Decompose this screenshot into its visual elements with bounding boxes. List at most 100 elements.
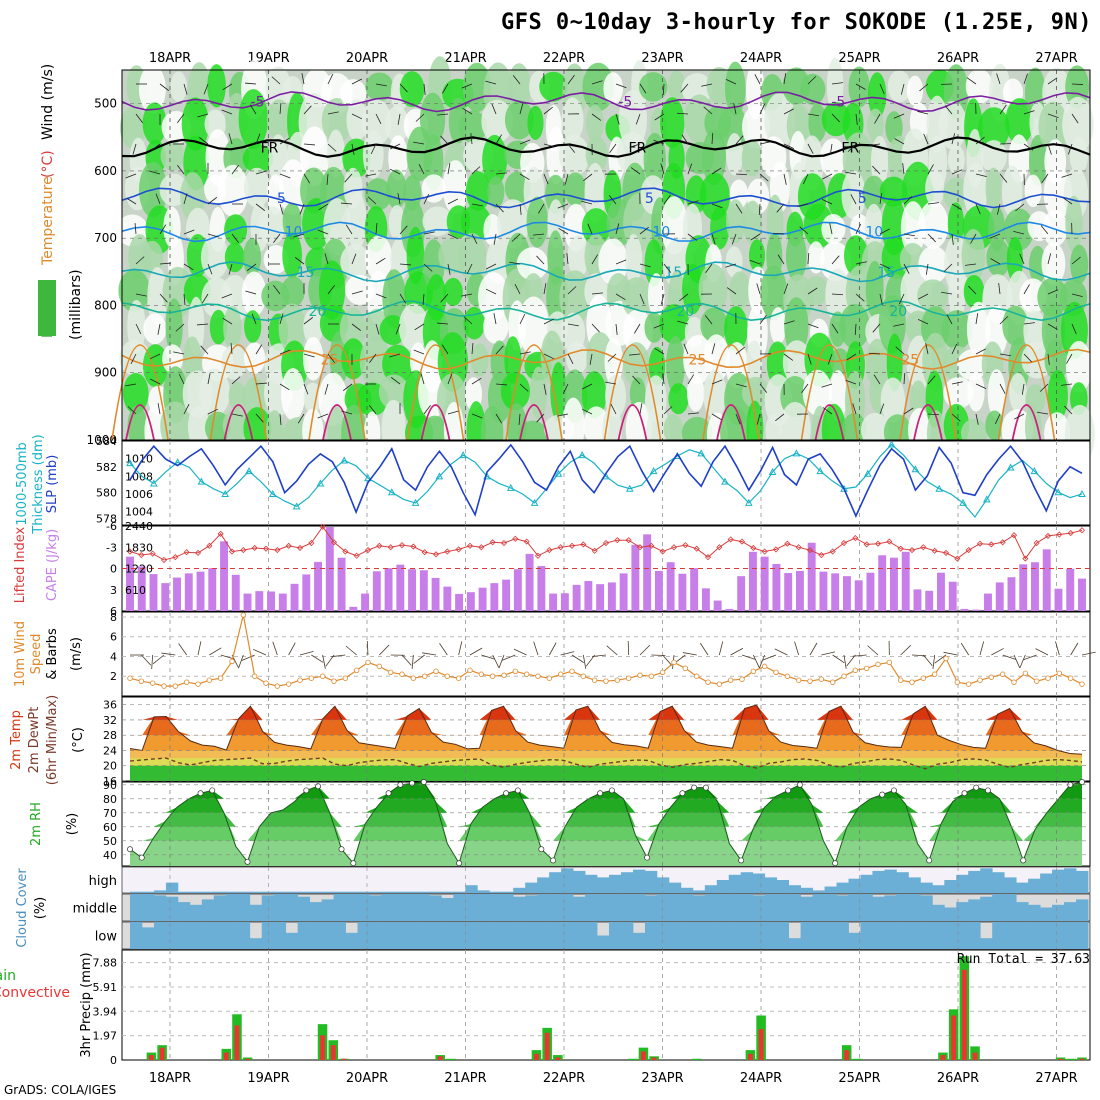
cloud-cover-cell: [1004, 922, 1017, 949]
li-point: [149, 550, 156, 557]
upper-wind-barb: [567, 143, 576, 153]
rh-shade-cell: [523, 273, 544, 306]
rh-shade-cell: [200, 235, 229, 280]
cloud-cover-cell: [776, 922, 790, 949]
upper-wind-barb: [365, 173, 377, 177]
upper-wind-barb: [150, 378, 161, 385]
cape-bar: [126, 556, 134, 611]
cape-bar: [901, 551, 910, 611]
wind-barb: [1055, 641, 1060, 656]
rh-shade-cell: [800, 73, 826, 105]
cloud-cover-cell: [1028, 922, 1041, 949]
cape-bar: [807, 542, 816, 611]
slp-point: [435, 472, 444, 480]
thickness-tick-label: 578: [96, 513, 117, 526]
cloud-cover-cell: [333, 894, 346, 921]
cape-bar: [760, 556, 769, 611]
upper-wind-barb: [894, 138, 905, 145]
wind-tick-label: 8: [110, 611, 117, 624]
rh-shade-cell: [765, 414, 782, 448]
rh-shade-cell: [539, 71, 568, 102]
cloud-cover-cell: [201, 922, 215, 949]
upper-wind-barb: [150, 143, 161, 151]
upper-wind-barb: [1014, 413, 1025, 420]
cape-bar: [231, 574, 240, 611]
li-point: [659, 548, 666, 555]
rh-shade-cell: [947, 144, 965, 175]
rh-shade-cell: [122, 372, 149, 414]
upper-wind-barb: [127, 406, 137, 415]
wind-barb: [718, 641, 724, 656]
rh-shade-cell: [963, 163, 988, 217]
wind-barb: [498, 654, 505, 669]
upper-wind-barb: [903, 263, 910, 274]
slp-point: [387, 488, 396, 496]
slp-point: [816, 467, 825, 475]
cloud-cover-cell: [525, 922, 538, 949]
wind-speed-point: [739, 676, 745, 682]
upper-wind-barb: [677, 320, 689, 325]
wind-barb: [1019, 654, 1026, 669]
cloud-cover-cell: [788, 938, 801, 949]
upper-wind-barb: [1061, 173, 1073, 178]
rh-point: [879, 791, 886, 798]
upper-wind-barb: [159, 262, 171, 265]
cloud-cover-cell: [872, 870, 885, 893]
cape-bar: [149, 574, 158, 611]
cloud-cover-cell: [980, 896, 993, 921]
rh-shade-cell: [867, 72, 887, 118]
upper-wind-barb: [413, 349, 425, 355]
upper-wind-barb: [687, 200, 699, 205]
upper-wind-barb: [639, 263, 651, 268]
li-point: [602, 539, 610, 547]
rh-shade-cell: [243, 238, 262, 277]
wind-barb: [1002, 654, 1017, 660]
upper-wind-barb: [989, 233, 1001, 239]
cape-bar: [490, 583, 499, 611]
wind-speed-point: [501, 672, 507, 678]
upper-wind-barb: [615, 113, 620, 125]
slp-point: [506, 483, 515, 491]
li-point: [206, 542, 213, 549]
cape-bar: [1019, 564, 1028, 611]
upper-wind-barb: [399, 263, 411, 266]
upper-wind-barb: [273, 284, 281, 295]
wind-speed-point: [614, 677, 621, 683]
slp-point: [625, 484, 634, 492]
cloud-cover-cell: [776, 880, 790, 893]
upper-wind-barb: [711, 167, 722, 175]
date-label-bottom: 19APR: [247, 1071, 289, 1086]
precip-convective-bar: [245, 1058, 251, 1060]
wind-speed-point: [1067, 675, 1074, 681]
upper-wind-barb: [759, 141, 771, 145]
date-label-top: 24APR: [740, 51, 782, 66]
rh-shade-cell: [622, 309, 653, 355]
wind-speed-point: [546, 675, 553, 681]
cloud-cover-cell: [237, 922, 251, 949]
cloud-cover-cell: [297, 922, 311, 949]
wind-speed-point: [229, 658, 235, 665]
upper-wind-barb: [990, 258, 1001, 265]
upper-wind-barb: [200, 345, 209, 355]
cloud-cover-cell: [812, 890, 825, 893]
wind-speed-point: [727, 677, 734, 683]
upper-wind-barb: [279, 203, 284, 215]
upper-wind-barb: [369, 404, 377, 415]
axis-label-2m-dewpt: 2m DewPt: [27, 707, 42, 774]
upper-wind-barb: [183, 404, 190, 415]
wind-speed-point: [251, 673, 258, 679]
upper-wind-barb: [485, 80, 497, 85]
cloud-cover-cell: [956, 902, 969, 921]
rh-point: [514, 787, 521, 794]
upper-wind-barb: [711, 203, 723, 209]
cape-bar: [1066, 568, 1075, 611]
contour-30-arch: [913, 404, 943, 441]
rh-shade-cell: [282, 202, 302, 240]
rh-shade-cell: [318, 260, 346, 320]
cloud-cover-cell: [345, 894, 358, 921]
rh-shade-cell: [223, 305, 242, 350]
rh-shade-cell: [987, 369, 1006, 419]
cape-bar: [925, 590, 934, 611]
date-label-bottom: 25APR: [838, 1071, 880, 1086]
cape-tick-label: 610: [125, 584, 146, 597]
